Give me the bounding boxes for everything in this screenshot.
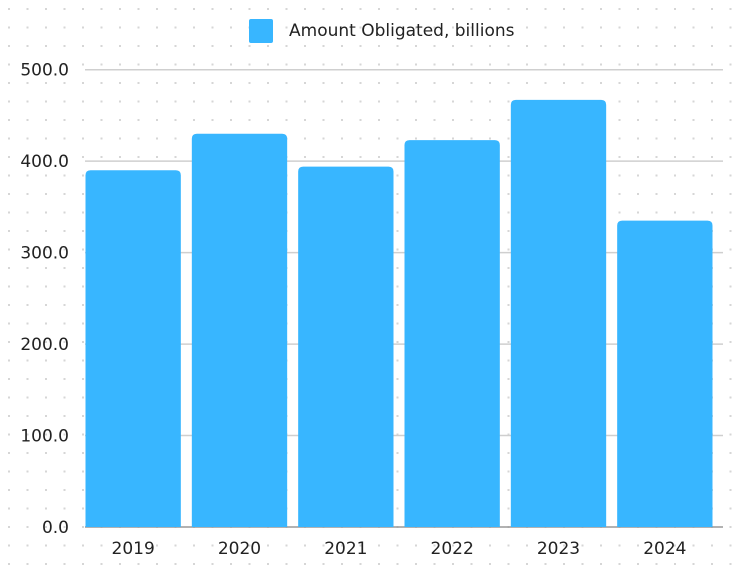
- bar-2022: [404, 140, 500, 527]
- y-tick-label: 300.0: [20, 244, 69, 264]
- x-tick-label: 2024: [643, 539, 686, 559]
- y-tick-label: 100.0: [20, 427, 69, 447]
- x-tick-label: 2019: [112, 539, 155, 559]
- y-tick-label: 500.0: [20, 61, 69, 81]
- y-tick-label: 200.0: [20, 335, 69, 355]
- bar-2024: [617, 220, 713, 527]
- y-tick-label: 0.0: [42, 518, 69, 538]
- bar-2019: [85, 170, 181, 527]
- legend-swatch: [249, 19, 273, 43]
- legend: Amount Obligated, billions: [249, 19, 515, 43]
- bar-2021: [298, 166, 394, 528]
- x-tick-label: 2023: [537, 539, 580, 559]
- bar-2023: [510, 99, 607, 527]
- bar-2020: [191, 133, 288, 528]
- legend-label: Amount Obligated, billions: [289, 21, 515, 41]
- y-tick-label: 400.0: [20, 152, 69, 172]
- x-tick-label: 2021: [324, 539, 367, 559]
- x-tick-label: 2022: [431, 539, 474, 559]
- x-tick-label: 2020: [218, 539, 261, 559]
